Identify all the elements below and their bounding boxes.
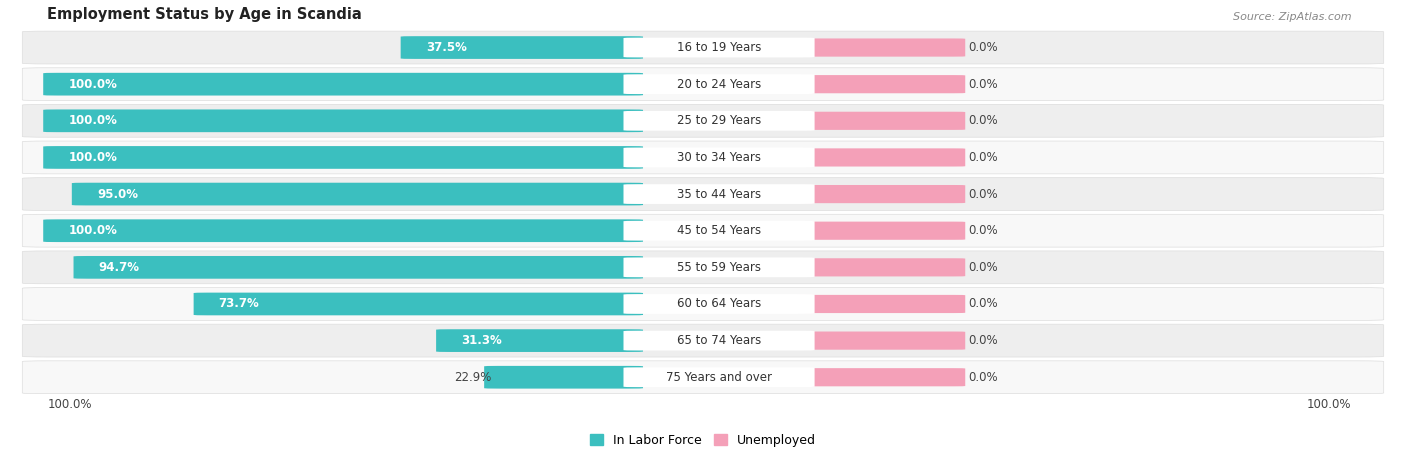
- FancyBboxPatch shape: [623, 37, 814, 57]
- Legend: In Labor Force, Unemployed: In Labor Force, Unemployed: [585, 429, 821, 451]
- FancyBboxPatch shape: [22, 361, 1384, 394]
- FancyBboxPatch shape: [44, 73, 643, 96]
- FancyBboxPatch shape: [623, 258, 814, 277]
- Text: 65 to 74 Years: 65 to 74 Years: [676, 334, 761, 347]
- FancyBboxPatch shape: [793, 331, 966, 350]
- Text: 35 to 44 Years: 35 to 44 Years: [676, 188, 761, 201]
- FancyBboxPatch shape: [44, 146, 643, 169]
- Text: 0.0%: 0.0%: [967, 78, 998, 91]
- FancyBboxPatch shape: [793, 38, 966, 57]
- FancyBboxPatch shape: [793, 221, 966, 240]
- Text: 0.0%: 0.0%: [967, 371, 998, 384]
- FancyBboxPatch shape: [793, 75, 966, 93]
- Text: 94.7%: 94.7%: [98, 261, 139, 274]
- Text: 73.7%: 73.7%: [219, 298, 260, 310]
- FancyBboxPatch shape: [793, 258, 966, 276]
- FancyBboxPatch shape: [22, 104, 1384, 137]
- FancyBboxPatch shape: [22, 214, 1384, 247]
- Text: Source: ZipAtlas.com: Source: ZipAtlas.com: [1233, 12, 1351, 22]
- FancyBboxPatch shape: [623, 221, 814, 240]
- Text: 100.0%: 100.0%: [69, 151, 117, 164]
- FancyBboxPatch shape: [793, 368, 966, 387]
- FancyBboxPatch shape: [44, 110, 643, 132]
- FancyBboxPatch shape: [793, 148, 966, 166]
- Text: 100.0%: 100.0%: [48, 398, 91, 411]
- FancyBboxPatch shape: [436, 329, 643, 352]
- Text: 45 to 54 Years: 45 to 54 Years: [676, 224, 761, 237]
- FancyBboxPatch shape: [484, 366, 643, 389]
- Text: 31.3%: 31.3%: [461, 334, 502, 347]
- Text: 0.0%: 0.0%: [967, 261, 998, 274]
- Text: 25 to 29 Years: 25 to 29 Years: [676, 114, 761, 127]
- FancyBboxPatch shape: [22, 31, 1384, 64]
- FancyBboxPatch shape: [793, 185, 966, 203]
- FancyBboxPatch shape: [623, 74, 814, 94]
- Text: 20 to 24 Years: 20 to 24 Years: [676, 78, 761, 91]
- FancyBboxPatch shape: [73, 256, 643, 279]
- Text: 100.0%: 100.0%: [69, 78, 117, 91]
- Text: 55 to 59 Years: 55 to 59 Years: [678, 261, 761, 274]
- Text: 100.0%: 100.0%: [69, 114, 117, 127]
- FancyBboxPatch shape: [793, 295, 966, 313]
- FancyBboxPatch shape: [623, 147, 814, 167]
- FancyBboxPatch shape: [623, 294, 814, 314]
- Text: 0.0%: 0.0%: [967, 151, 998, 164]
- FancyBboxPatch shape: [793, 112, 966, 130]
- FancyBboxPatch shape: [22, 251, 1384, 284]
- Text: 22.9%: 22.9%: [454, 371, 491, 384]
- FancyBboxPatch shape: [72, 183, 643, 206]
- FancyBboxPatch shape: [22, 68, 1384, 101]
- FancyBboxPatch shape: [22, 324, 1384, 357]
- FancyBboxPatch shape: [623, 331, 814, 350]
- FancyBboxPatch shape: [623, 368, 814, 387]
- Text: 0.0%: 0.0%: [967, 188, 998, 201]
- FancyBboxPatch shape: [22, 141, 1384, 174]
- Text: 0.0%: 0.0%: [967, 41, 998, 54]
- Text: 0.0%: 0.0%: [967, 224, 998, 237]
- FancyBboxPatch shape: [623, 111, 814, 131]
- Text: Employment Status by Age in Scandia: Employment Status by Age in Scandia: [48, 7, 363, 22]
- Text: 0.0%: 0.0%: [967, 298, 998, 310]
- FancyBboxPatch shape: [623, 184, 814, 204]
- Text: 16 to 19 Years: 16 to 19 Years: [676, 41, 761, 54]
- Text: 0.0%: 0.0%: [967, 334, 998, 347]
- FancyBboxPatch shape: [22, 288, 1384, 320]
- Text: 30 to 34 Years: 30 to 34 Years: [678, 151, 761, 164]
- FancyBboxPatch shape: [22, 178, 1384, 211]
- Text: 60 to 64 Years: 60 to 64 Years: [676, 298, 761, 310]
- Text: 0.0%: 0.0%: [967, 114, 998, 127]
- FancyBboxPatch shape: [401, 36, 643, 59]
- FancyBboxPatch shape: [194, 293, 643, 315]
- Text: 100.0%: 100.0%: [69, 224, 117, 237]
- Text: 75 Years and over: 75 Years and over: [666, 371, 772, 384]
- Text: 37.5%: 37.5%: [426, 41, 467, 54]
- Text: 100.0%: 100.0%: [1308, 398, 1351, 411]
- Text: 95.0%: 95.0%: [97, 188, 138, 201]
- FancyBboxPatch shape: [44, 219, 643, 242]
